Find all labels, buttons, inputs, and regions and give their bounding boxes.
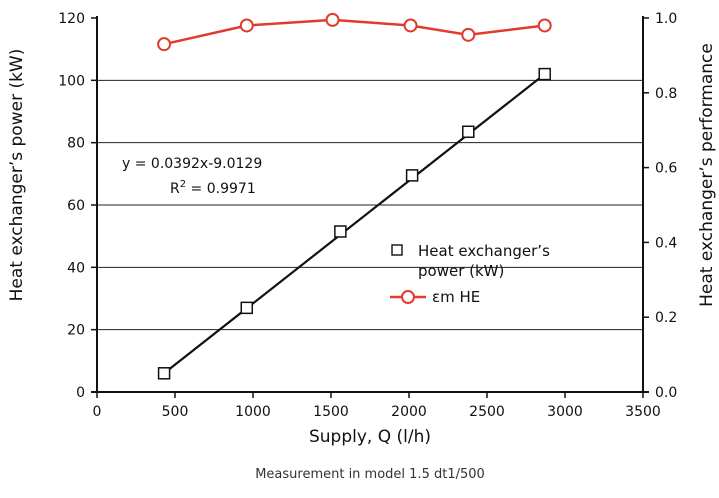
grid-lines bbox=[97, 79, 643, 331]
y-left-tick-label-3: 60 bbox=[67, 198, 85, 214]
y-left-tick-label-0: 0 bbox=[76, 385, 85, 401]
trendline-annotation: y = 0.0392x-9.0129 R2 = 0.9971 bbox=[122, 156, 262, 197]
legend-label-power: Heat exchanger’s power (kW) bbox=[418, 242, 555, 280]
trendline-group bbox=[163, 73, 546, 375]
series-lines bbox=[163, 18, 545, 46]
x-axis-title: Supply, Q (l/h) bbox=[309, 427, 431, 447]
x-tick-label-4: 2000 bbox=[391, 404, 427, 420]
power-point-0 bbox=[157, 367, 171, 380]
y-axis-right-title: Heat exchanger’s performance bbox=[697, 43, 717, 307]
y-left-tick-label-2: 40 bbox=[67, 260, 85, 276]
trendline-equation: y = 0.0392x-9.0129 bbox=[122, 156, 262, 172]
em-he-point-2 bbox=[325, 12, 340, 27]
em-he-point-3 bbox=[403, 18, 418, 33]
trendline bbox=[163, 73, 546, 375]
x-tick-label-1: 500 bbox=[162, 404, 189, 420]
y-right-tick-label-2: 0.4 bbox=[655, 235, 677, 251]
em-he-point-0 bbox=[157, 37, 172, 52]
legend-label-power-line2: power (kW) bbox=[418, 262, 504, 280]
legend-label-em-he: εm HE bbox=[432, 288, 480, 306]
y-right-tick-label-5: 1.0 bbox=[655, 11, 677, 27]
y-left-tick-label-6: 120 bbox=[58, 11, 85, 27]
tick-labels: 0 20 40 60 80 100 120 0.0 0.2 0.4 0.6 0.8 1.0 0 500 100… bbox=[58, 11, 677, 420]
x-tick-label-3: 1500 bbox=[313, 404, 349, 420]
legend-marker-power bbox=[391, 244, 403, 256]
chart-caption: Measurement in model 1.5 dt1/500 bbox=[255, 467, 485, 482]
y-right-tick-label-1: 0.2 bbox=[655, 310, 677, 326]
axes bbox=[91, 16, 649, 398]
legend: Heat exchanger’s power (kW) εm HE bbox=[390, 242, 555, 306]
series-line-1 bbox=[163, 18, 545, 46]
y-left-tick-label-1: 20 bbox=[67, 323, 85, 339]
em-he-point-1 bbox=[239, 18, 254, 33]
y-left-tick-label-4: 80 bbox=[67, 136, 85, 152]
em-he-point-5 bbox=[537, 18, 552, 33]
power-point-5 bbox=[538, 67, 551, 81]
y-right-tick-label-4: 0.8 bbox=[655, 86, 677, 102]
power-point-2 bbox=[334, 225, 347, 238]
em-he-point-4 bbox=[461, 27, 476, 42]
y-axis-left-title: Heat exchanger’s power (kW) bbox=[7, 49, 27, 302]
x-tick-label-6: 3000 bbox=[547, 404, 583, 420]
y-right-tick-label-3: 0.6 bbox=[655, 161, 677, 177]
y-right-tick-label-0: 0.0 bbox=[655, 385, 677, 401]
x-tick-label-2: 1000 bbox=[235, 404, 271, 420]
power-point-3 bbox=[405, 169, 419, 182]
x-tick-label-0: 0 bbox=[93, 404, 102, 420]
x-tick-label-5: 2500 bbox=[469, 404, 505, 420]
data-marks bbox=[157, 12, 552, 380]
power-point-4 bbox=[462, 125, 475, 139]
y-left-tick-label-5: 100 bbox=[58, 73, 85, 89]
power-point-1 bbox=[240, 301, 254, 315]
legend-marker-em-he bbox=[401, 290, 415, 304]
trendline-r-squared: R2 = 0.9971 bbox=[170, 179, 256, 197]
x-tick-label-7: 3500 bbox=[625, 404, 661, 420]
legend-label-power-line1: Heat exchanger’s bbox=[418, 242, 550, 260]
